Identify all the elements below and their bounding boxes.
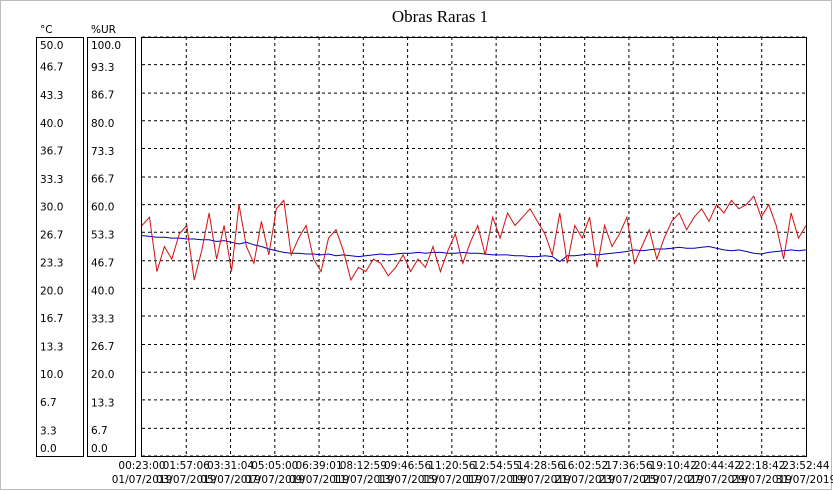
- y2-tick-label: 60.0: [91, 202, 114, 214]
- y-tick-label: 23.3: [40, 258, 63, 270]
- y2-tick-label: 80.0: [91, 118, 114, 130]
- x-tick-date: 07/07/2019: [245, 474, 306, 486]
- x-tick-time: 05:05:00: [251, 460, 298, 472]
- y2-tick-label: 100.0: [91, 40, 121, 52]
- y-tick-label: 43.3: [40, 90, 63, 102]
- x-tick-date: 25/07/2019: [643, 474, 704, 486]
- x-tick-date: 31/07/2019: [776, 474, 833, 486]
- x-tick-time: 23:52:44: [782, 460, 829, 472]
- y2-axis-box: [87, 37, 136, 457]
- y-tick-label: 26.7: [40, 229, 63, 241]
- chart-title: Obras Raras 1: [392, 7, 488, 26]
- y2-tick-label: 46.7: [91, 257, 114, 269]
- x-tick-date: 17/07/2019: [466, 474, 527, 486]
- x-tick-date: 27/07/2019: [687, 474, 748, 486]
- x-tick-time: 08:12:59: [340, 460, 387, 472]
- y2-axis-label: %UR: [91, 24, 116, 36]
- x-tick-date: 03/07/2019: [156, 474, 217, 486]
- y2-tick-label: 20.0: [91, 369, 114, 381]
- y2-tick-label: 26.7: [91, 341, 114, 353]
- y-tick-label: 36.7: [40, 145, 63, 157]
- y2-tick-label: 13.3: [91, 397, 114, 409]
- y-tick-label: 10.0: [40, 369, 63, 381]
- x-tick-date: 11/07/2019: [333, 474, 394, 486]
- y-tick-label: 6.7: [40, 397, 57, 409]
- x-tick-date: 01/07/2019: [112, 474, 173, 486]
- x-tick-date: 15/07/2019: [422, 474, 483, 486]
- y2-tick-label: 73.3: [91, 146, 114, 158]
- y2-tick-label: 33.3: [91, 313, 114, 325]
- y2-tick-label: 53.3: [91, 230, 114, 242]
- y2-tick-label: 86.7: [91, 90, 114, 102]
- x-tick-date: 21/07/2019: [554, 474, 615, 486]
- x-tick-time: 01:57:06: [163, 460, 210, 472]
- x-tick-time: 11:20:56: [428, 460, 475, 472]
- y2-tick-label: 6.7: [91, 425, 108, 437]
- y-tick-label: 33.3: [40, 174, 63, 186]
- x-tick-time: 06:39:01: [295, 460, 342, 472]
- y-tick-label: 30.0: [40, 202, 63, 214]
- y2-tick-label: 0.0: [91, 443, 108, 455]
- y2-tick-label: 40.0: [91, 285, 114, 297]
- y-tick-label: 0.0: [40, 443, 57, 455]
- y-axis-label: °C: [40, 24, 53, 36]
- y-tick-label: 13.3: [40, 342, 63, 354]
- y-tick-label: 20.0: [40, 285, 63, 297]
- x-tick-time: 09:46:56: [384, 460, 431, 472]
- y-tick-label: 3.3: [40, 425, 57, 437]
- x-tick-time: 14:28:56: [517, 460, 564, 472]
- series-line: [141, 235, 807, 263]
- series-line: [141, 195, 807, 282]
- x-tick-time: 17:36:56: [605, 460, 652, 472]
- y2-tick-label: 93.3: [91, 62, 114, 74]
- y-tick-label: 16.7: [40, 313, 63, 325]
- x-tick-time: 20:44:42: [694, 460, 741, 472]
- x-tick-date: 23/07/2019: [599, 474, 660, 486]
- x-tick-date: 09/07/2019: [289, 474, 350, 486]
- x-tick-time: 03:31:04: [207, 460, 254, 472]
- x-tick-date: 19/07/2019: [510, 474, 571, 486]
- x-tick-date: 05/07/2019: [200, 474, 261, 486]
- y-axis-box: [36, 37, 84, 457]
- y-tick-label: 46.7: [40, 62, 63, 74]
- x-tick-date: 13/07/2019: [377, 474, 438, 486]
- x-tick-date: 29/07/2019: [731, 474, 792, 486]
- y-tick-label: 50.0: [40, 40, 63, 52]
- x-tick-time: 12:54:55: [473, 460, 520, 472]
- y-tick-label: 40.0: [40, 118, 63, 130]
- x-tick-time: 00:23:00: [118, 460, 165, 472]
- x-tick-time: 22:18:42: [738, 460, 785, 472]
- x-tick-time: 16:02:52: [561, 460, 608, 472]
- y2-tick-label: 66.7: [91, 174, 114, 186]
- x-tick-time: 19:10:42: [650, 460, 697, 472]
